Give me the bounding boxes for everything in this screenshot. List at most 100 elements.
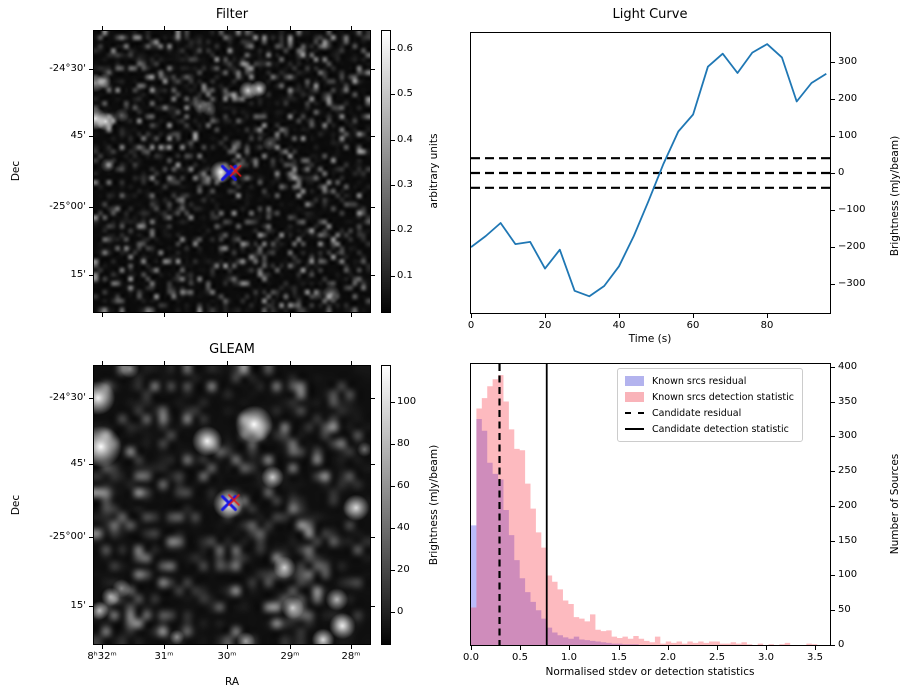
legend-item-candidate-residual: Candidate residual <box>625 406 794 420</box>
tick-label: −300 <box>838 278 866 289</box>
axis-tick <box>371 136 375 137</box>
tick-label: 29ᵐ <box>280 651 300 662</box>
tick-label: 60 <box>686 320 700 331</box>
tick-label: 400 <box>838 361 858 372</box>
axis-tick <box>102 361 103 365</box>
tick-label: 300 <box>838 56 858 67</box>
tick-label: 100 <box>838 569 858 580</box>
tick-label: 30ᵐ <box>217 651 237 662</box>
gleam-colorbar-label: Brightness (mJy/beam) <box>428 444 440 566</box>
lightcurve-panel <box>470 32 831 314</box>
axis-tick <box>371 537 375 538</box>
gleam-title: GLEAM <box>209 342 255 357</box>
gleam-image-panel <box>93 365 371 645</box>
legend-item-known-residual: Known srcs residual <box>625 374 794 388</box>
tick-label: 0 <box>467 320 475 331</box>
tick-label: 3.5 <box>807 652 823 663</box>
tick-label: 28ᵐ <box>341 651 361 662</box>
tick-label: 31ᵐ <box>154 651 174 662</box>
tick-label: 0.3 <box>397 179 413 190</box>
tick-label: 1.0 <box>561 652 577 663</box>
axis-tick <box>717 646 718 650</box>
tick-label: 0.0 <box>463 652 479 663</box>
tick-label: 2.0 <box>660 652 676 663</box>
axis-tick <box>371 69 375 70</box>
tick-label: 15' <box>70 269 86 280</box>
axis-tick <box>371 398 375 399</box>
tick-label: 3.0 <box>758 652 774 663</box>
axis-tick <box>471 646 472 650</box>
tick-label: 45' <box>70 458 86 469</box>
axis-tick <box>351 313 352 317</box>
filter-ylabel: Dec <box>10 160 22 182</box>
axis-tick <box>351 361 352 365</box>
filter-title: Filter <box>215 7 249 22</box>
axis-tick <box>815 646 816 650</box>
axis-tick <box>371 606 375 607</box>
axis-tick <box>164 361 165 365</box>
axis-tick <box>227 361 228 365</box>
tick-label: 80 <box>760 320 774 331</box>
filter-colorbar <box>381 30 391 313</box>
axis-tick <box>227 645 228 649</box>
solid-line-swatch <box>625 428 644 430</box>
axis-tick <box>391 570 395 571</box>
tick-label: 40 <box>612 320 626 331</box>
tick-label: 0.6 <box>397 43 413 54</box>
tick-label: 40 <box>397 522 410 533</box>
legend-label: Known srcs detection statistic <box>652 391 794 403</box>
axis-tick <box>831 210 835 211</box>
histogram-plot <box>471 364 818 645</box>
tick-label: -25°00' <box>49 531 86 542</box>
axis-tick <box>89 207 93 208</box>
lightcurve-plot <box>471 43 830 298</box>
axis-tick <box>831 402 835 403</box>
tick-label: -25°00' <box>49 201 86 212</box>
axis-tick <box>227 26 228 30</box>
axis-tick <box>164 313 165 317</box>
axis-tick <box>831 367 835 368</box>
axis-tick <box>89 136 93 137</box>
tick-label: 200 <box>838 93 858 104</box>
gleam-colorbar <box>381 365 391 645</box>
axis-tick <box>619 646 620 650</box>
tick-label: 0 <box>397 606 404 617</box>
axis-tick <box>371 207 375 208</box>
axis-tick <box>831 610 835 611</box>
axis-tick <box>545 314 546 318</box>
tick-label: -24°30' <box>49 63 86 74</box>
axis-tick <box>89 69 93 70</box>
tick-label: 0.5 <box>512 652 528 663</box>
axis-tick <box>391 185 395 186</box>
axis-tick <box>831 645 835 646</box>
histogram-panel: Known srcs residual Known srcs detection… <box>470 363 831 646</box>
axis-tick <box>569 646 570 650</box>
axis-tick <box>831 575 835 576</box>
axis-tick <box>391 612 395 613</box>
tick-label: 350 <box>838 396 858 407</box>
tick-label: 60 <box>397 480 410 491</box>
legend-label: Candidate detection statistic <box>652 423 789 435</box>
tick-label: 150 <box>838 535 858 546</box>
legend-label: Candidate residual <box>652 407 742 419</box>
axis-tick <box>102 645 103 649</box>
axis-tick <box>766 646 767 650</box>
axis-tick <box>371 464 375 465</box>
tick-label: 300 <box>838 430 858 441</box>
axis-tick <box>391 276 395 277</box>
tick-label: -24°30' <box>49 392 86 403</box>
tick-label: 20 <box>538 320 552 331</box>
axis-tick <box>391 140 395 141</box>
axis-tick <box>371 275 375 276</box>
filter-image-panel <box>93 30 371 313</box>
lightcurve-ylabel: Brightness (mJy/beam) <box>889 135 901 257</box>
axis-tick <box>831 136 835 137</box>
axis-tick <box>831 471 835 472</box>
axis-tick <box>831 506 835 507</box>
lightcurve-title: Light Curve <box>612 7 688 22</box>
axis-tick <box>89 606 93 607</box>
tick-label: 2.5 <box>709 652 725 663</box>
legend-item-candidate-detection: Candidate detection statistic <box>625 422 794 436</box>
axis-tick <box>831 436 835 437</box>
